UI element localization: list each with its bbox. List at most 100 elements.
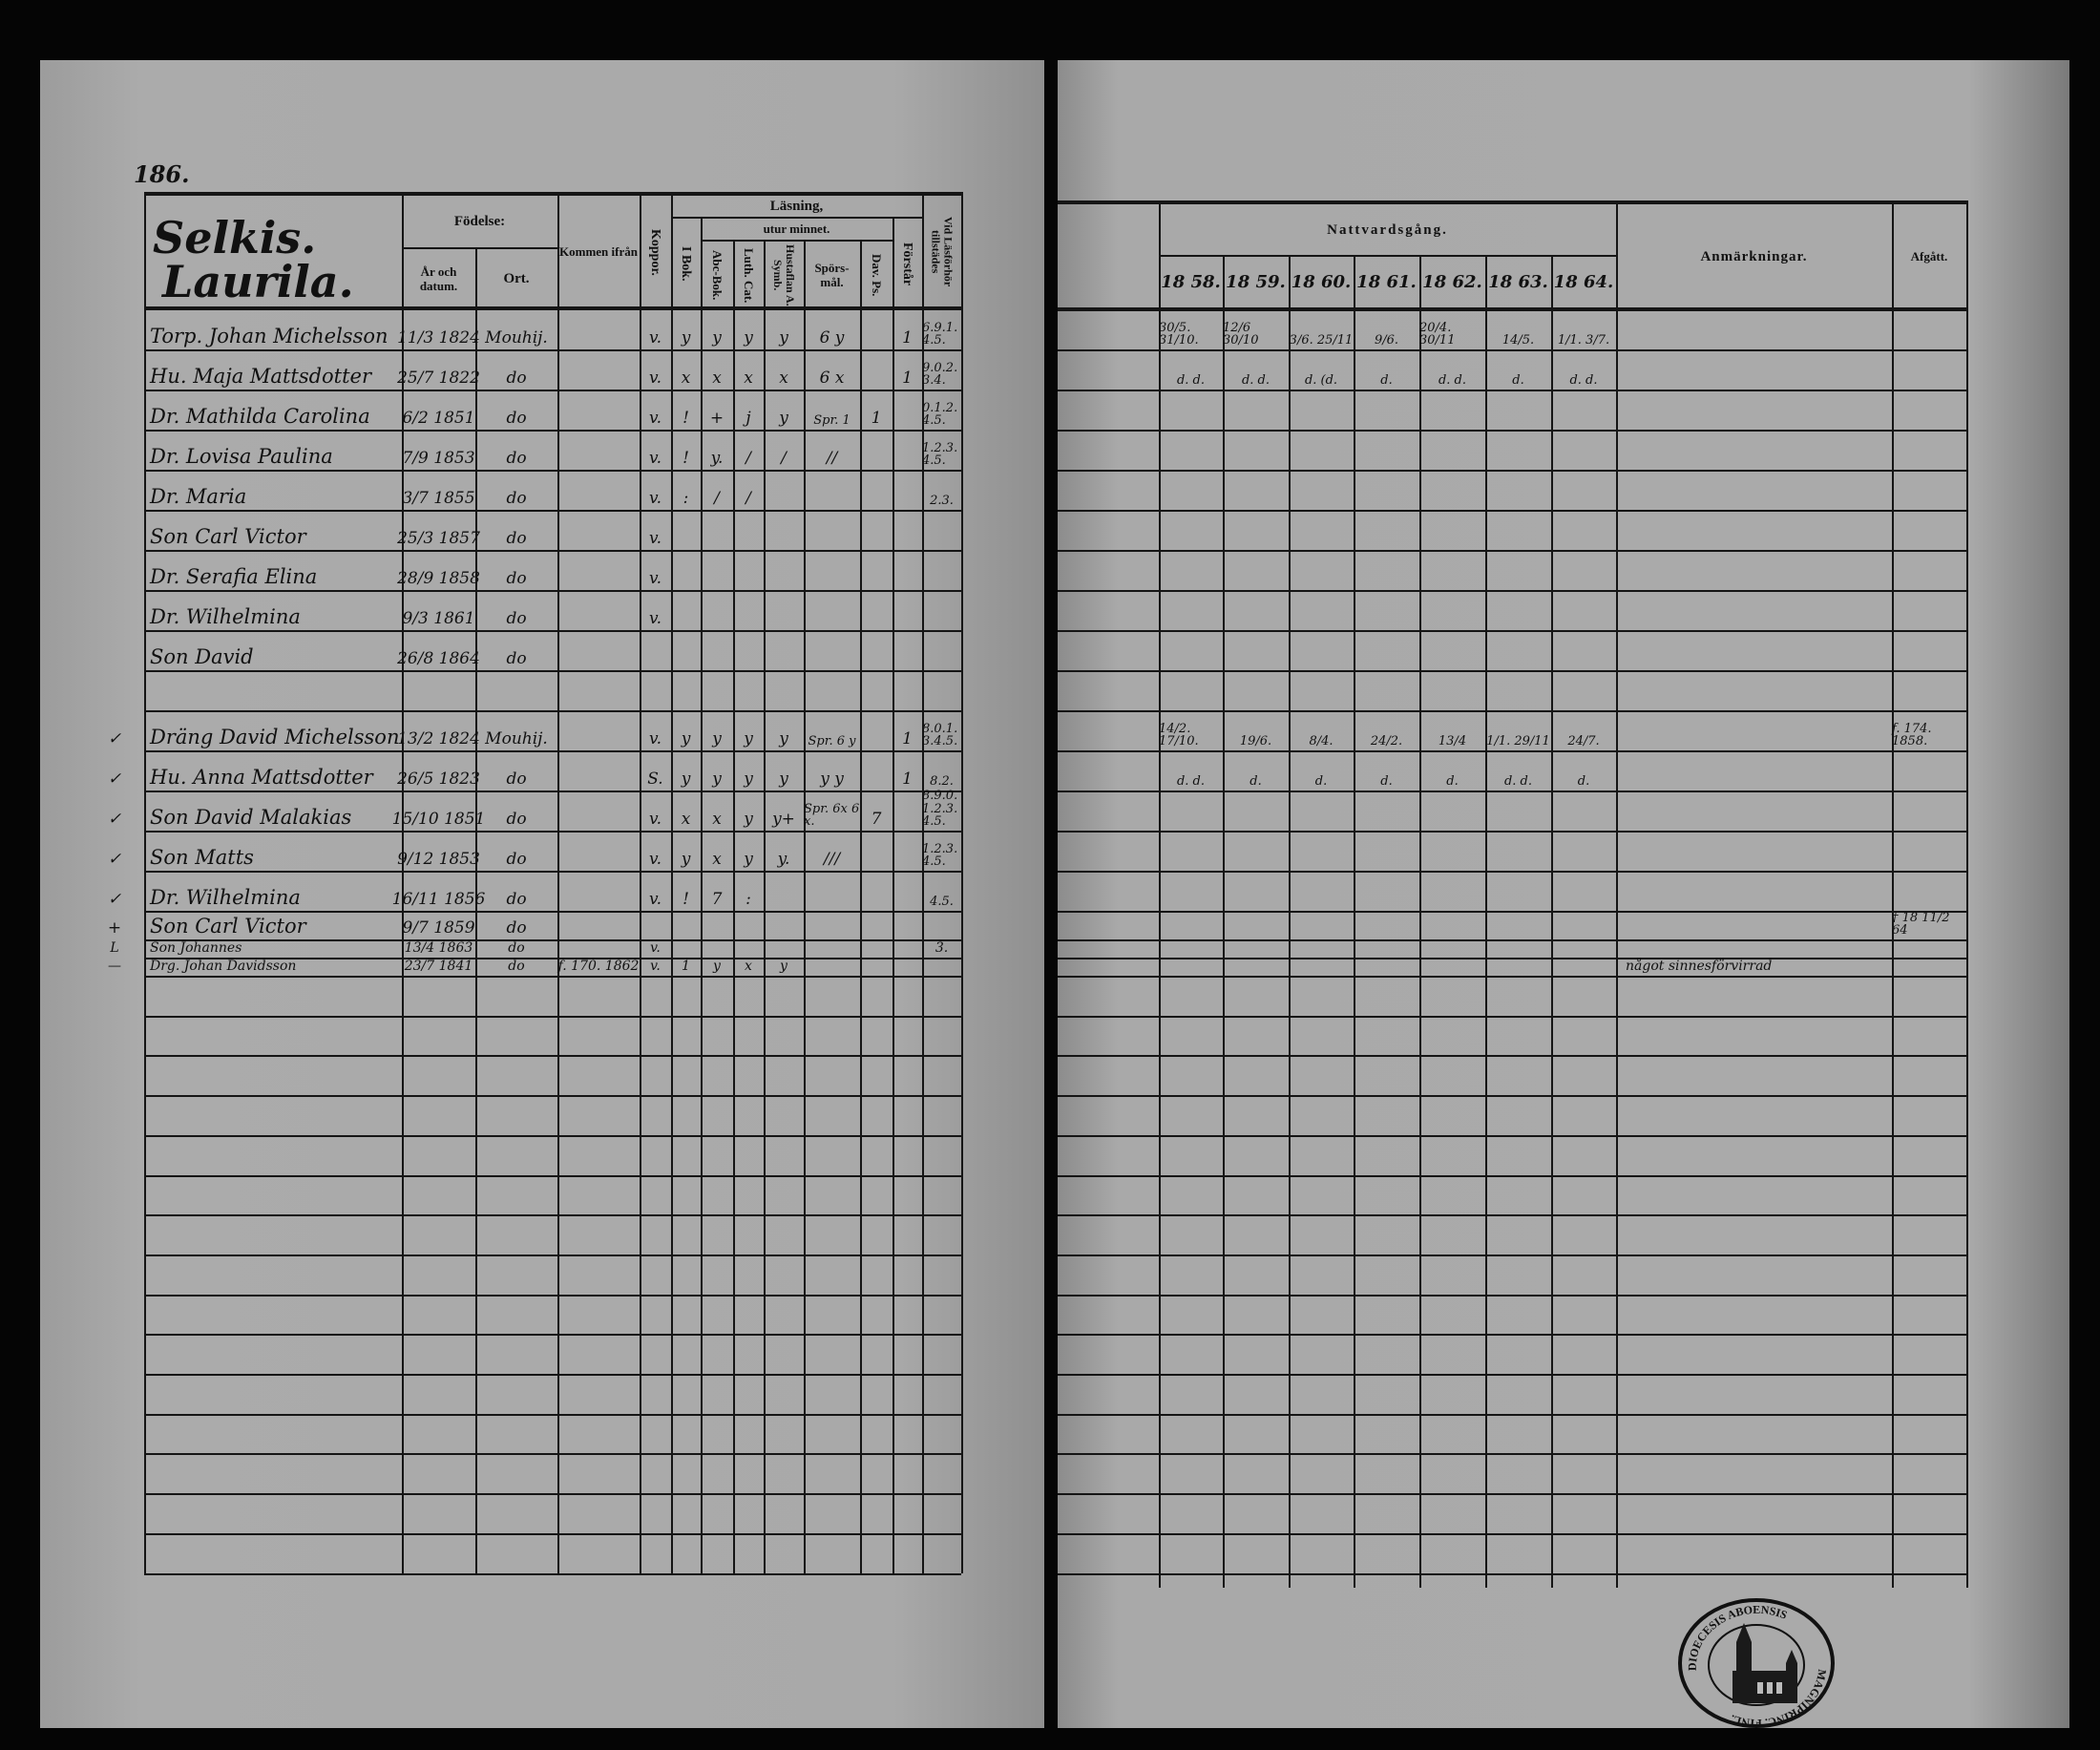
margin-mark [91,350,138,390]
cell-afgatt [1892,591,1966,631]
cell-i-bok: : [682,489,689,508]
cell-birth-place: do [506,449,527,468]
right-page [1058,60,2069,1728]
cell-communion [1223,872,1289,912]
row-line [144,871,961,873]
cell-lasforhor: 8.9.0. 1.2.3. 4.5. [922,789,958,830]
column-divider [144,192,146,1573]
cell-communion [1419,959,1485,977]
row-line [1058,1095,1966,1098]
column-divider [1485,256,1487,1588]
cell-birth-date: 28/9 1858 [397,569,480,588]
row-line [1058,1413,1966,1416]
header-luth-cat: Luth. Cat. [742,247,757,304]
header-lasning: Läsning, [769,199,824,215]
header-year: 18 61. [1356,272,1417,293]
cell-communion [1551,832,1616,872]
cell-luth-cat [733,912,764,940]
cell-koppor: v. [650,959,661,974]
cell-birth-place: do [506,770,527,789]
cell-lasforhor [922,959,961,977]
cell-birth-date: 26/8 1864 [397,649,480,668]
cell-communion [1354,791,1419,832]
cell-birth-place: do [506,649,527,668]
cell-communion [1223,832,1289,872]
cell-communion [1419,390,1485,431]
cell-lasforhor: 8.2. [930,774,954,790]
cell-communion [1223,390,1289,431]
cell-hustaflan [764,940,804,959]
cell-birth-place: do [506,569,527,588]
cell-communion [1551,959,1616,977]
cell-communion [1354,390,1419,431]
cell-koppor: v. [649,529,662,548]
cell-koppor: v. [650,940,661,956]
column-divider [1966,200,1968,1588]
cell-communion [1354,591,1419,631]
row-line [1058,958,1966,959]
cell-sporsmal: Spr. 1 [813,413,850,429]
cell-communion [1354,832,1419,872]
cell-communion [1485,471,1551,511]
cell-communion [1354,471,1419,511]
cell-communion: 14/2. 17/10. [1159,721,1199,749]
cell-communion [1419,791,1485,832]
cell-communion [1354,511,1419,551]
row-line [1058,430,1966,432]
cell-name: Torp. Johan Michelsson [150,325,388,348]
row-line [144,750,961,752]
cell-communion [1223,431,1289,471]
cell-from [557,511,640,551]
cell-name: Son David [150,645,254,668]
cell-communion [1289,431,1354,471]
cell-communion [1551,471,1616,511]
column-divider [764,241,766,1573]
cell-birth-date: 3/7 1855 [402,489,475,508]
cell-name: Dräng David Michelsson [150,726,400,748]
cell-i-bok: y [681,729,691,748]
cell-communion [1419,431,1485,471]
row-line [1058,911,1966,913]
cell-communion [1485,631,1551,671]
cell-hustaflan: y+ [772,810,795,829]
cell-communion: 24/7. [1567,734,1600,749]
margin-mark: ✓ [107,729,122,748]
cell-communion [1419,631,1485,671]
cell-birth-date: 26/5 1823 [397,770,480,789]
cell-birth-place: do [506,918,527,938]
row-line [144,911,961,913]
row-line [1058,1532,1966,1535]
cell-communion [1419,511,1485,551]
cell-hustaflan: y [779,729,788,748]
cell-afgatt [1892,471,1966,511]
column-divider [860,241,862,1573]
cell-koppor: v. [649,409,662,428]
cell-remarks [1626,711,1892,751]
cell-koppor [640,671,671,711]
header-ort: Ort. [503,271,530,287]
cell-birth-place: Mouhij. [485,328,548,348]
row-line [1058,470,1966,472]
column-divider [1223,256,1225,1588]
cell-communion [1223,671,1289,711]
margin-mark [91,390,138,431]
cell-lasforhor [922,511,961,551]
cell-communion: d. [1380,373,1393,389]
cell-communion [1223,551,1289,591]
cell-afgatt [1892,310,1966,350]
cell-remarks [1626,591,1892,631]
margin-mark: — [108,959,121,974]
header-i-bok: I Bok. [679,246,694,282]
rule-line [1058,307,1968,311]
cell-name: Dr. Wilhelmina [150,605,301,628]
column-divider [1419,256,1421,1588]
cell-hustaflan: y. [777,850,790,869]
row-line [1058,390,1966,391]
cell-communion [1159,390,1223,431]
cell-birth-date: 25/7 1822 [397,369,480,388]
cell-birth-date: 13/4 1863 [404,940,473,956]
row-line [144,1453,961,1456]
cell-luth-cat: x [744,369,753,388]
cell-abc-bok [701,551,733,591]
cell-i-bok [671,912,701,940]
